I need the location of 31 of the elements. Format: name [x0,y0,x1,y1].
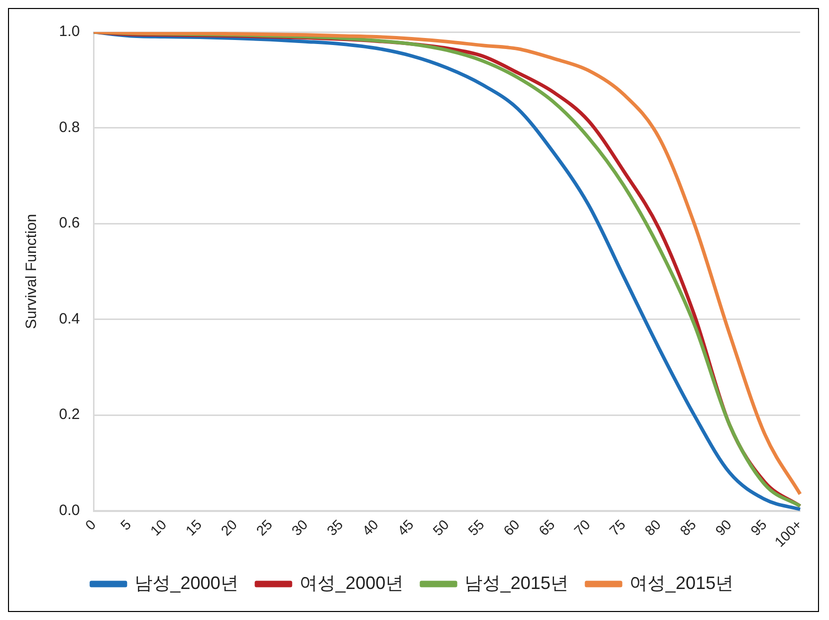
x-tick-label: 5 [117,516,134,534]
y-tick-label: 1.0 [58,23,80,40]
x-tick-label: 85 [676,516,700,539]
x-tick-label: 70 [570,516,594,539]
x-tick-label: 50 [430,516,452,539]
x-tick-label: 75 [606,516,629,539]
y-tick-label: 0.6 [58,214,80,232]
x-tick-label: 20 [218,516,240,539]
legend-label: 남성_2015년 [464,572,569,593]
x-tick-label: 10 [147,516,170,539]
legend-label: 남성_2000년 [134,572,238,593]
y-tick-label: 0.4 [58,310,80,328]
y-tick-label: 0.8 [58,118,80,136]
y-tick-label: 0.2 [58,406,80,424]
x-tick-label: 60 [500,516,523,539]
x-tick-label: 45 [394,516,417,539]
x-tick-label: 30 [288,516,311,539]
x-tick-label: 90 [712,516,734,539]
x-tick-label: 80 [641,516,664,539]
x-tick-label: 35 [324,516,346,539]
x-tick-label: 40 [358,516,382,539]
legend-label: 여성_2015년 [630,572,734,593]
legend-label: 여성_2000년 [299,572,404,593]
x-tick-label: 0 [82,516,99,534]
x-tick-label: 25 [252,516,276,539]
x-tick-label: 15 [182,516,205,539]
x-tick-label: 55 [464,516,488,539]
x-tick-label: 95 [747,516,770,539]
y-tick-label: 0.0 [58,502,80,519]
y-axis-title: Survival Function [23,214,40,329]
x-tick-label: 65 [535,516,558,539]
